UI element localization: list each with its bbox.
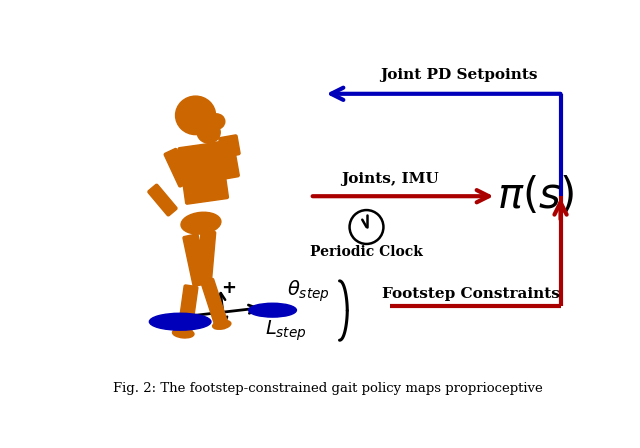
Text: +: + — [221, 279, 236, 297]
Text: Fig. 2: The footstep-constrained gait policy maps proprioceptive: Fig. 2: The footstep-constrained gait po… — [113, 382, 543, 395]
Ellipse shape — [181, 212, 221, 234]
FancyBboxPatch shape — [219, 135, 240, 157]
FancyBboxPatch shape — [148, 184, 177, 216]
FancyBboxPatch shape — [164, 148, 191, 187]
Text: −: − — [211, 319, 226, 337]
Text: Periodic Clock: Periodic Clock — [310, 246, 423, 259]
FancyBboxPatch shape — [201, 279, 227, 325]
Ellipse shape — [149, 313, 211, 330]
Text: Footstep Constraints: Footstep Constraints — [381, 287, 559, 301]
Ellipse shape — [188, 152, 214, 171]
Ellipse shape — [197, 121, 220, 143]
FancyBboxPatch shape — [197, 230, 216, 280]
FancyBboxPatch shape — [178, 285, 198, 334]
Ellipse shape — [175, 96, 216, 134]
Text: $\theta_{step}$: $\theta_{step}$ — [287, 278, 330, 304]
FancyBboxPatch shape — [209, 139, 239, 181]
Text: $L_{step}$: $L_{step}$ — [265, 319, 307, 343]
Ellipse shape — [208, 114, 225, 129]
Text: $\pi(s)$: $\pi(s)$ — [497, 175, 575, 217]
Ellipse shape — [173, 328, 194, 338]
Text: Joints, IMU: Joints, IMU — [340, 172, 438, 185]
FancyBboxPatch shape — [178, 142, 228, 204]
FancyBboxPatch shape — [183, 234, 208, 286]
Ellipse shape — [212, 320, 231, 329]
Ellipse shape — [249, 303, 296, 317]
Text: Joint PD Setpoints: Joint PD Setpoints — [380, 68, 538, 82]
